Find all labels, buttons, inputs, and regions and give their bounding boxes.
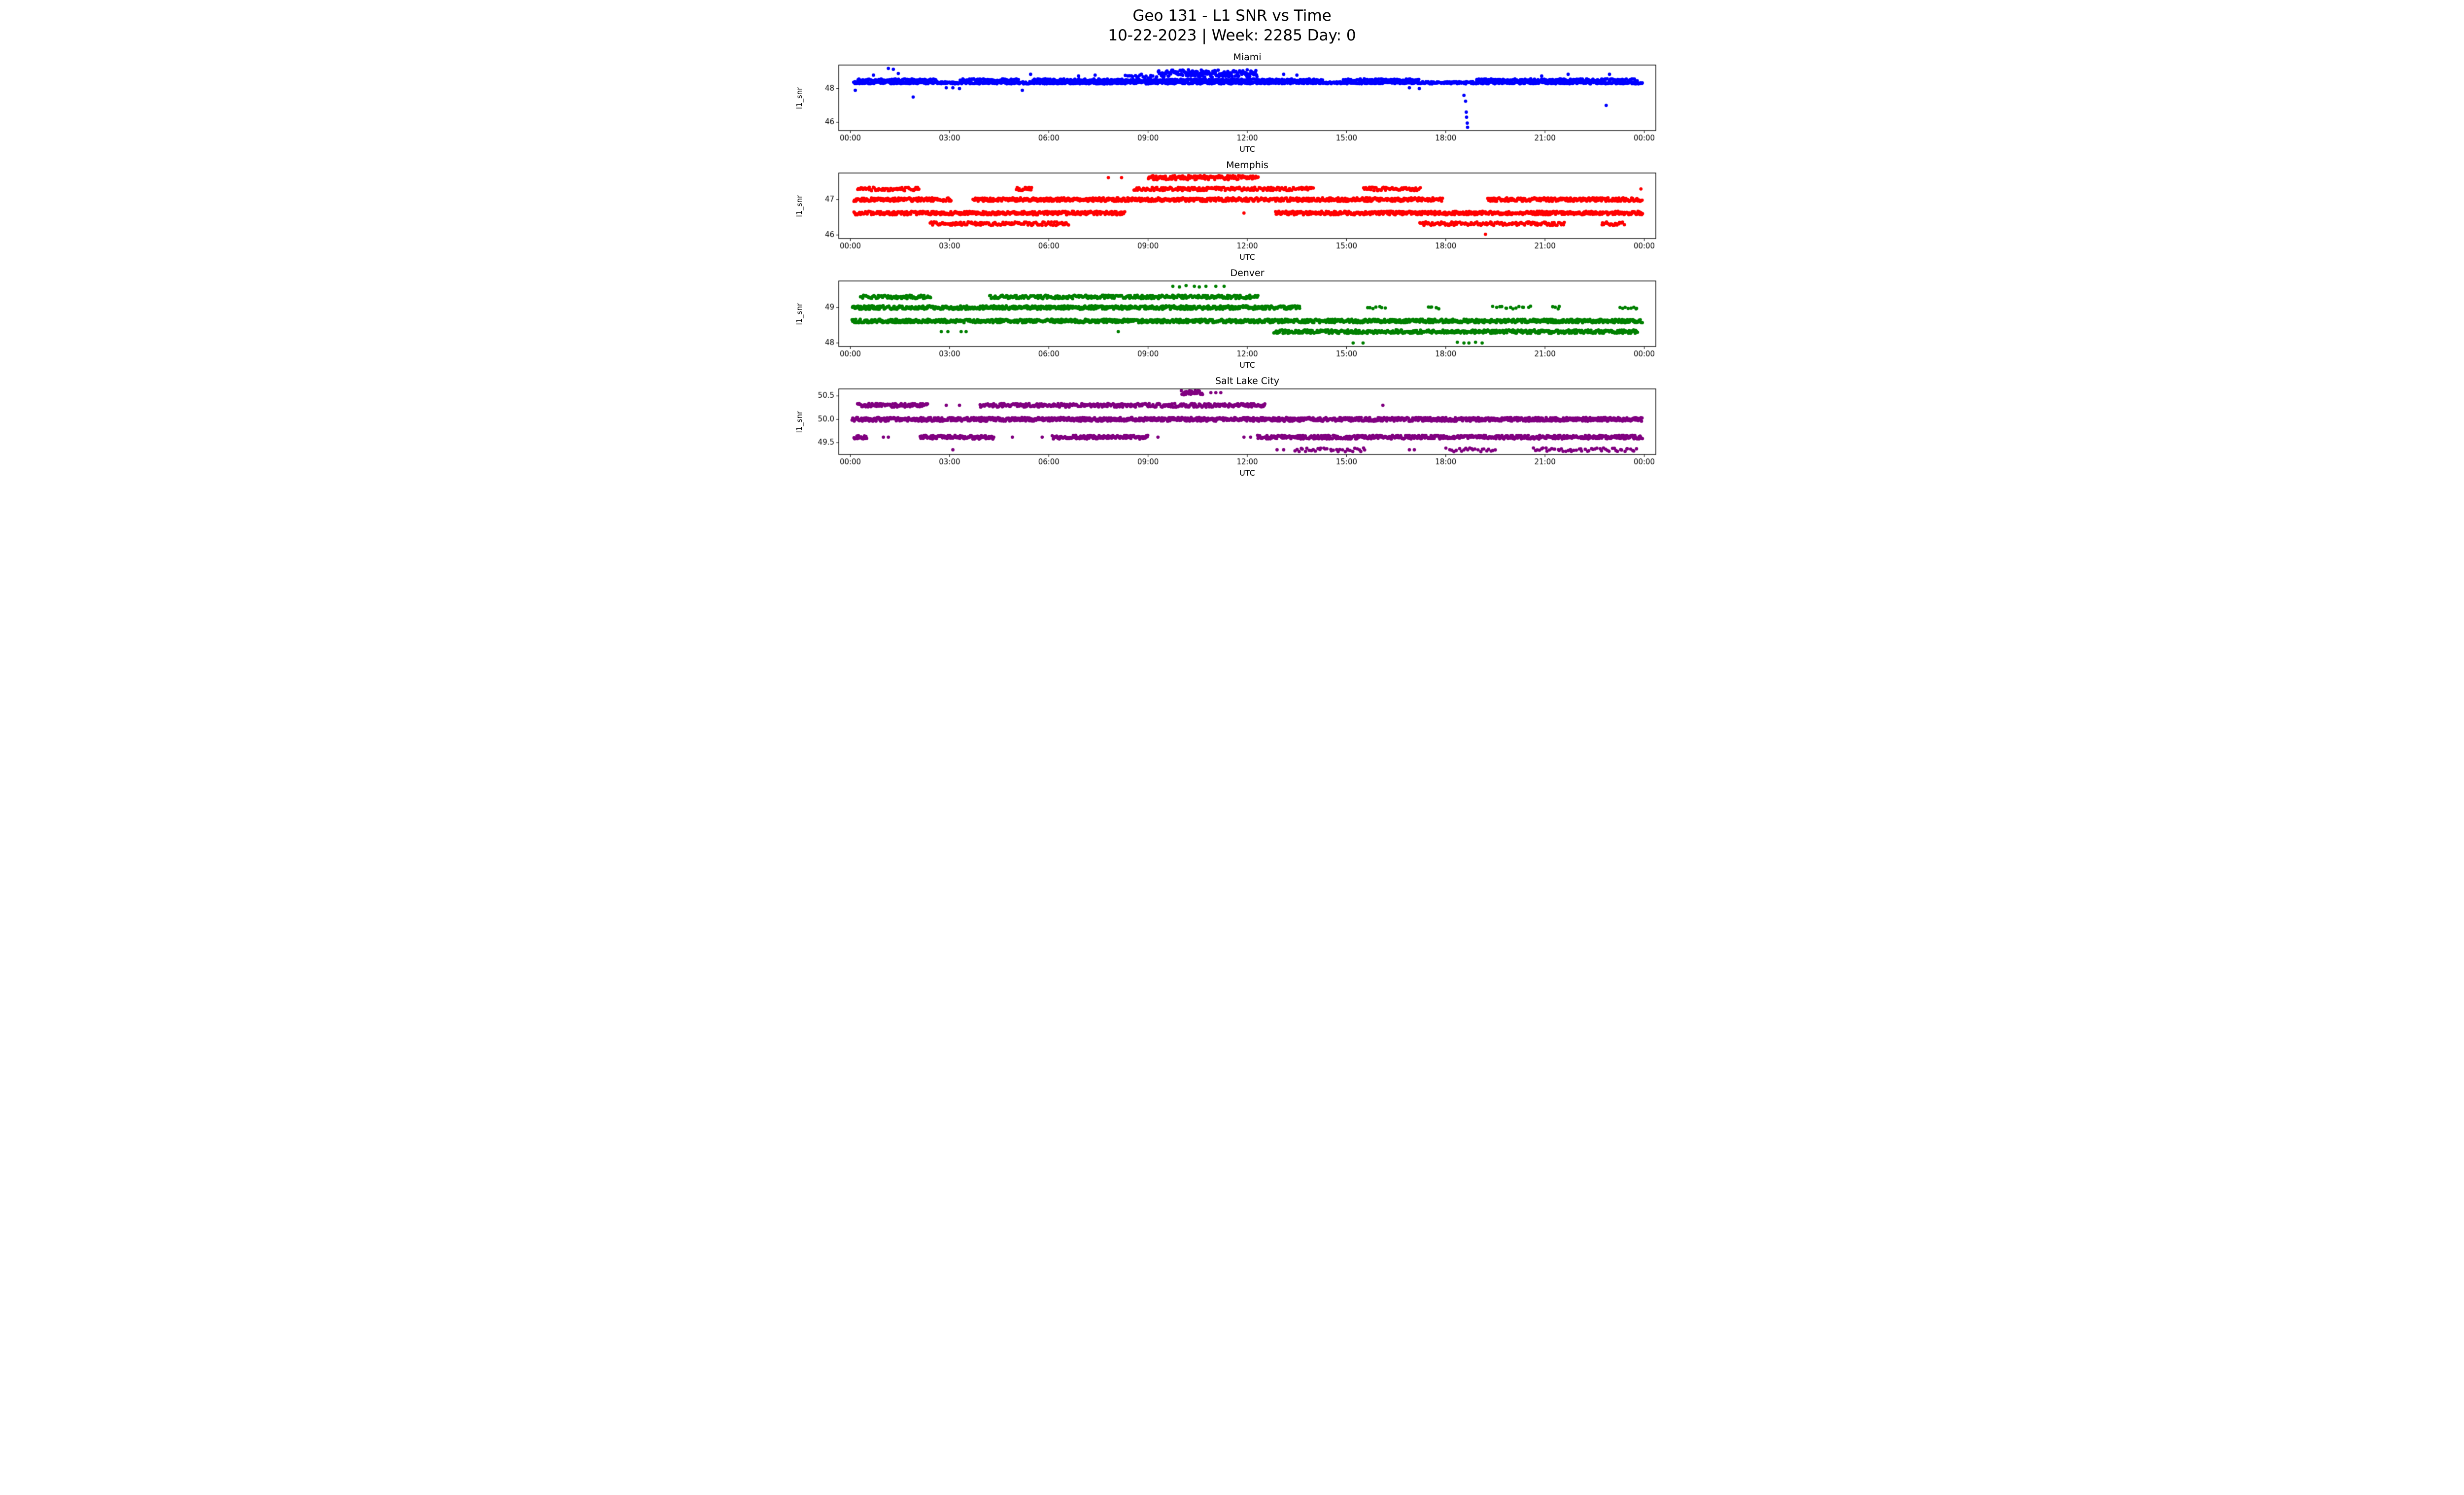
x-axis-label-salt-lake-city: UTC	[1239, 468, 1255, 478]
figure: Geo 131 - L1 SNR vs Time 10-22-2023 | We…	[795, 0, 1668, 478]
plot-area-denver: l1_snr	[795, 279, 1668, 361]
figure-title: Geo 131 - L1 SNR vs Time	[1132, 7, 1332, 25]
scatter-canvas-miami	[807, 63, 1662, 145]
y-axis-label-memphis: l1_snr	[795, 195, 804, 217]
x-axis-label-memphis: UTC	[1239, 252, 1255, 262]
y-axis-label-denver: l1_snr	[795, 303, 804, 325]
subplot-title-salt-lake-city: Salt Lake City	[1215, 375, 1279, 386]
subplot-title-memphis: Memphis	[1226, 159, 1268, 171]
subplot-memphis: Memphis l1_snr UTC	[795, 159, 1668, 262]
figure-subtitle: 10-22-2023 | Week: 2285 Day: 0	[1108, 27, 1356, 45]
subplot-miami: Miami l1_snr UTC	[795, 51, 1668, 154]
y-axis-label-salt-lake-city: l1_snr	[795, 411, 804, 433]
subplot-denver: Denver l1_snr UTC	[795, 267, 1668, 370]
scatter-canvas-memphis	[807, 171, 1662, 253]
subplot-salt-lake-city: Salt Lake City l1_snr UTC	[795, 375, 1668, 478]
plot-area-memphis: l1_snr	[795, 171, 1668, 253]
subplot-title-miami: Miami	[1233, 51, 1262, 63]
x-axis-label-miami: UTC	[1239, 144, 1255, 154]
plot-area-salt-lake-city: l1_snr	[795, 387, 1668, 469]
y-axis-label-miami: l1_snr	[795, 87, 804, 109]
scatter-canvas-salt-lake-city	[807, 387, 1662, 469]
subplot-title-denver: Denver	[1230, 267, 1265, 278]
plot-area-miami: l1_snr	[795, 63, 1668, 145]
scatter-canvas-denver	[807, 279, 1662, 361]
x-axis-label-denver: UTC	[1239, 360, 1255, 370]
